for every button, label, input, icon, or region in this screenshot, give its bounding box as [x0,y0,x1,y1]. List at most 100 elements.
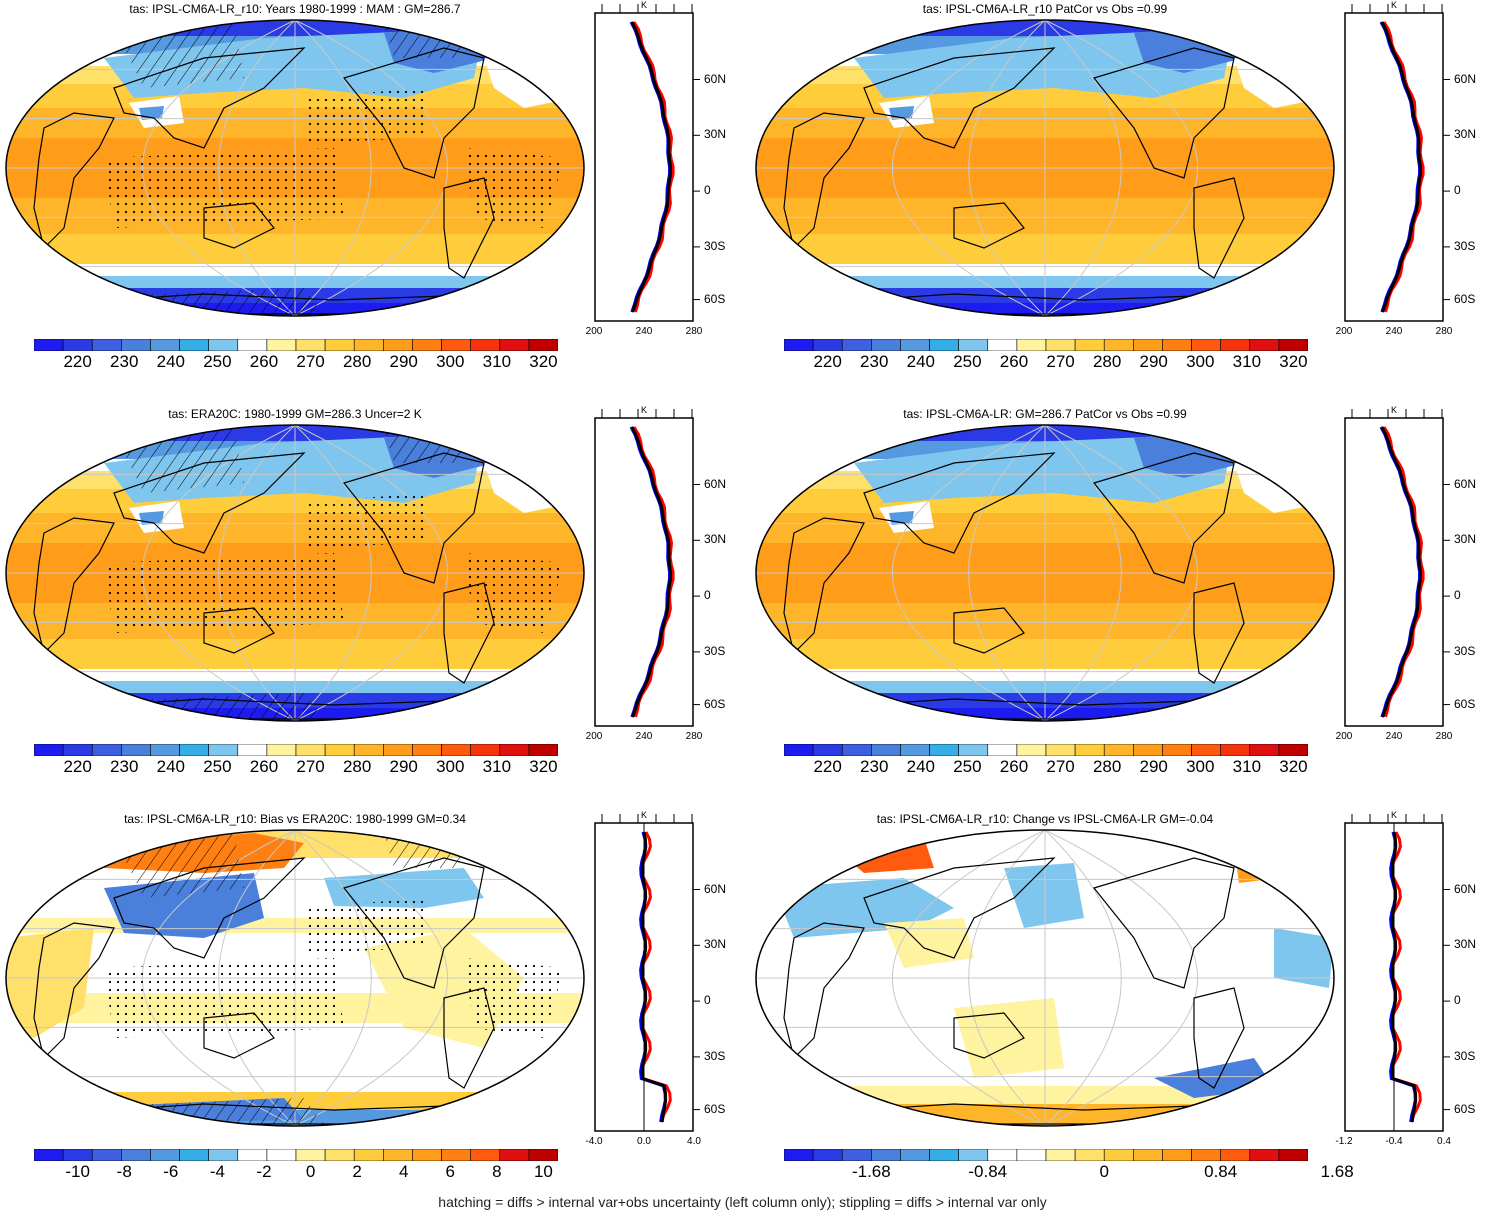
panel-p6: tas: IPSL-CM6A-LR_r10: Change vs IPSL-CM… [750,810,1485,1210]
profile-lat-label: 30N [704,127,727,142]
colorbar-swatch [1249,743,1280,757]
colorbar-swatch [441,338,471,352]
profile-lat-label: 60N [704,71,727,86]
colorbar-swatch [62,338,93,352]
zonal-mean-profile [594,4,700,322]
colorbar-swatch [91,1148,122,1162]
profile-x-label: -4.0 [585,1136,603,1147]
colorbar-swatch [179,1148,209,1162]
profile-lat-label: 60S [1454,1101,1476,1116]
colorbar-swatch [812,1148,843,1162]
colorbar-label: -1.68 [851,1162,891,1181]
profile-panel: K 60N 30N 0 30S 60S -1.2 -0.4 0.4 [1335,810,1476,1147]
colorbar-label: 240 [906,757,935,776]
colorbar-swatch [470,1148,501,1162]
colorbar-swatch [266,338,297,352]
colorbar-swatch [1103,1148,1134,1162]
footnote: hatching = diffs > internal var+obs unce… [438,1194,1047,1210]
colorbar-swatch [1133,338,1163,352]
profile-panel: K 60N 30N 0 30S 60S 200 240 280 [1336,0,1476,337]
profile-lat-label: 30S [704,238,726,253]
colorbar-label: 290 [1139,757,1168,776]
colorbar-swatch [528,1148,559,1162]
colorbar-swatch [150,338,180,352]
colorbar-swatch [841,743,872,757]
colorbar-swatch [812,743,843,757]
colorbar-label: 310 [1232,352,1262,371]
colorbar-swatch [958,743,989,757]
colorbar-swatch [1133,1148,1163,1162]
profile-lat-label: 30S [704,1048,726,1063]
panel-p1: tas: IPSL-CM6A-LR_r10: Years 1980-1999 :… [0,0,735,400]
profile-lat-label: 60N [704,881,727,896]
colorbar-label: 230 [860,757,889,776]
colorbar: 220 230 240 250 260 270 280 290 300 310 320 [783,338,1309,372]
panel-p3: tas: ERA20C: 1980-1999 GM=286.3 Uncer=2 … [0,405,735,805]
colorbar-swatch [841,1148,872,1162]
colorbar-swatch [1103,743,1134,757]
colorbar-label: 270 [296,352,325,371]
colorbar-label: -0.84 [968,1162,1008,1181]
profile-panel: K 60N 30N 0 30S 60S 200 240 280 [586,0,726,337]
colorbar-label: 300 [436,352,465,371]
colorbar-swatch [499,1148,530,1162]
colorbar-label: 230 [110,352,139,371]
colorbar-swatch [208,1148,239,1162]
colorbar-swatch [1045,1148,1076,1162]
profile-panel: K 60N 30N 0 30S 60S 200 240 280 [1336,405,1476,742]
profile-x-label: 0.4 [1437,1136,1451,1147]
map-title: tas: ERA20C: 1980-1999 GM=286.3 Uncer=2 … [168,407,422,421]
profile-lat-label: 60N [704,476,727,491]
profile-lat-label: 30N [704,937,727,952]
panel-p2: tas: IPSL-CM6A-LR_r10 PatCor vs Obs =0.9… [750,0,1485,400]
colorbar-label: 220 [813,757,842,776]
world-map [755,19,1335,317]
profile-x-label: 200 [1335,326,1353,337]
colorbar-swatch [1191,1148,1221,1162]
panel-p4: tas: IPSL-CM6A-LR: GM=286.7 PatCor vs Ob… [750,405,1485,805]
profile-lat-label: 30S [704,643,726,658]
colorbar-swatch [62,1148,93,1162]
colorbar-swatch [33,338,64,352]
colorbar-swatch [783,743,814,757]
profile-lat-label: 60N [1454,71,1477,86]
colorbar-swatch [1220,338,1251,352]
colorbar-swatch [900,1148,930,1162]
colorbar-swatch [237,743,268,757]
map-title: tas: IPSL-CM6A-LR: GM=286.7 PatCor vs Ob… [903,407,1187,421]
colorbar-swatch [958,1148,989,1162]
profile-x-label: 280 [685,731,703,742]
world-map [5,829,585,1127]
profile-lat-label: 60S [1454,696,1476,711]
world-map [5,424,585,722]
zonal-mean-profile [594,409,700,727]
map-title: tas: IPSL-CM6A-LR_r10: Bias vs ERA20C: 1… [124,812,466,826]
world-map [755,424,1335,722]
colorbar-swatch [91,743,122,757]
profile-lat-label: 30N [1454,937,1477,952]
colorbar-swatch [295,1148,326,1162]
colorbar-swatch [1045,743,1076,757]
colorbar-swatch [121,743,151,757]
map-field [756,425,1334,721]
colorbar-label: 280 [342,352,372,371]
colorbar-label: 320 [1279,757,1308,776]
colorbar-label: 1.68 [1320,1162,1354,1181]
colorbar-label: 220 [813,352,842,371]
colorbar-label: 270 [1046,757,1075,776]
zonal-mean-profile [1344,4,1450,322]
colorbar-label: 240 [156,757,185,776]
profile-line-ens [1380,21,1423,313]
colorbar-swatch [1220,1148,1251,1162]
colorbar-swatch [353,743,384,757]
colorbar-label: 300 [436,757,465,776]
colorbar-swatch [470,338,501,352]
colorbar-swatch [150,1148,180,1162]
profile-lat-label: 60S [704,291,726,306]
colorbar-swatch [1016,338,1047,352]
colorbar-label: 310 [482,757,512,776]
colorbar-swatch [470,743,501,757]
profile-x-label: 200 [1335,731,1353,742]
zonal-mean-profile [1344,409,1450,727]
profile-line-ens [630,426,673,718]
